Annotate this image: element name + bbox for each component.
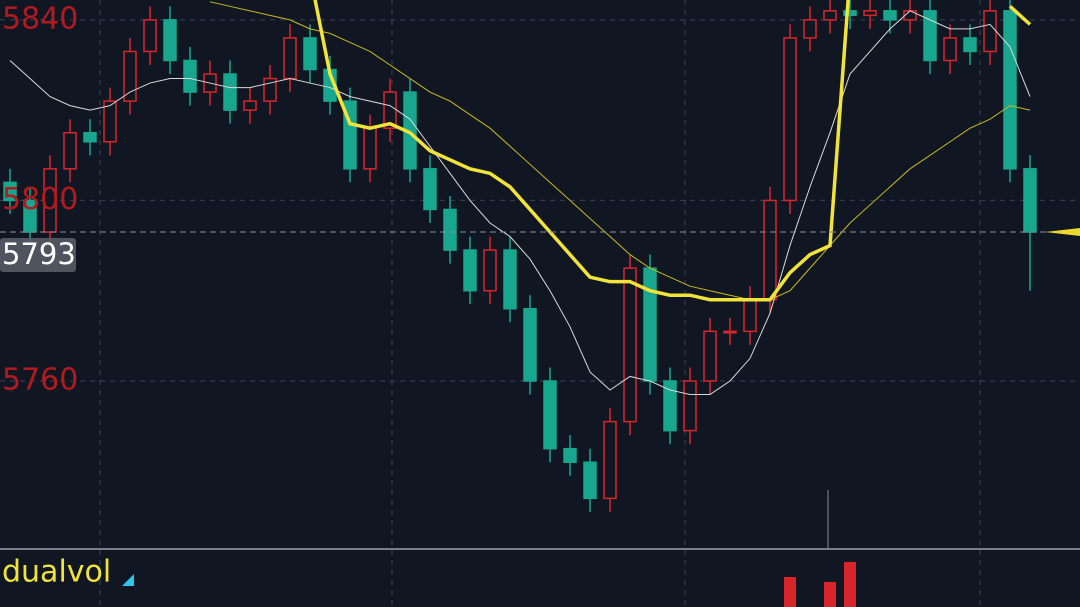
candle-body <box>163 19 177 62</box>
volume-bar <box>844 562 856 607</box>
last-price-pointer <box>1045 228 1080 237</box>
candle-body <box>523 308 537 382</box>
candle-body <box>3 181 17 202</box>
candle-body <box>483 249 497 292</box>
candle-body <box>603 420 617 500</box>
plot <box>0 0 1080 512</box>
candle-body <box>63 131 77 170</box>
candle-body <box>623 267 637 423</box>
candle-body <box>643 267 657 382</box>
moving-average <box>209 1 1031 301</box>
labels: 5793 5840 5800 5760 <box>0 1 1080 397</box>
candle-body <box>943 37 957 62</box>
candle-body <box>663 380 677 432</box>
candle-body <box>83 131 97 143</box>
candle-body <box>543 380 557 450</box>
last-price-box <box>0 238 76 273</box>
candle-body <box>983 10 997 53</box>
candle-body <box>723 330 737 334</box>
indicator-label: dualvol <box>2 555 111 590</box>
candle-body <box>123 50 137 102</box>
candle-body <box>1023 168 1037 233</box>
candle-body <box>863 10 877 17</box>
candle-body <box>503 249 517 310</box>
candle-body <box>303 37 317 71</box>
candle-body <box>1003 10 1017 170</box>
candle-body <box>363 127 377 170</box>
volume-bar <box>784 577 796 607</box>
candle-body <box>843 10 857 17</box>
candle-body <box>923 10 937 62</box>
candle-body <box>223 73 237 111</box>
candle-body <box>963 37 977 53</box>
y-tick-label: 5760 <box>2 362 78 397</box>
candle-body <box>763 199 777 301</box>
candle-body <box>143 19 157 53</box>
candle-body <box>463 249 477 292</box>
indicator-icon <box>122 574 134 586</box>
moving-average <box>313 0 850 302</box>
moving-average <box>9 10 1031 396</box>
candle-body <box>183 59 197 93</box>
candle-body <box>103 100 117 143</box>
candle-body <box>703 330 717 382</box>
candle-body <box>683 380 697 432</box>
candle-body <box>283 37 297 80</box>
candle-body <box>563 447 577 463</box>
candle-body <box>243 100 257 111</box>
candle-body <box>743 298 757 333</box>
candle-body <box>823 10 837 21</box>
moving-average <box>1008 5 1032 26</box>
candle-body <box>803 19 817 39</box>
y-tick-label: 5840 <box>2 1 78 36</box>
volume-bar <box>824 582 836 607</box>
candle-body <box>783 37 797 202</box>
candle-body <box>423 168 437 211</box>
candle-body <box>583 461 597 500</box>
y-tick-label: 5800 <box>2 182 78 217</box>
last-price-label: 5793 <box>2 237 76 271</box>
candle-body <box>443 208 457 251</box>
candle-body <box>883 10 897 21</box>
